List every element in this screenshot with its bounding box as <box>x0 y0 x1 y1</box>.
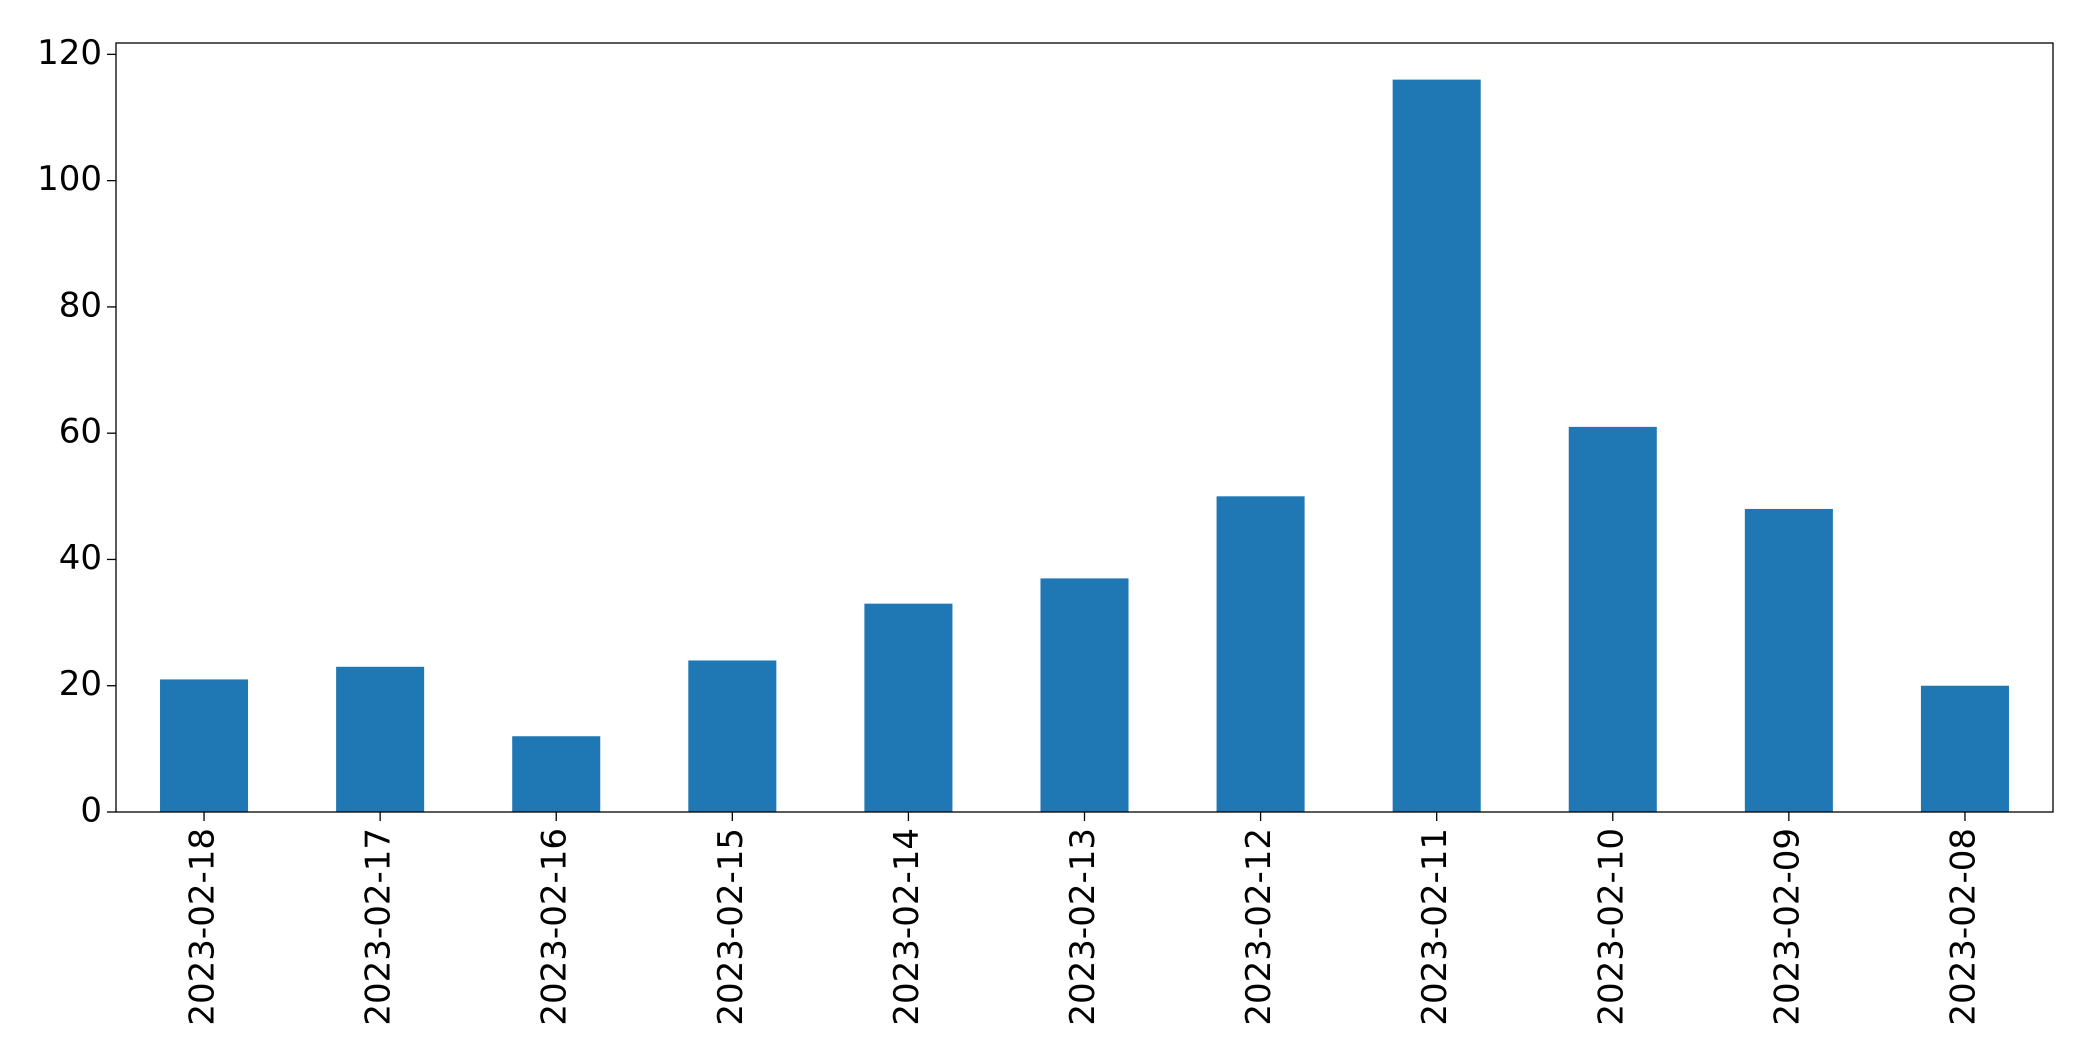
x-tick-label: 2023-02-17 <box>359 828 399 1026</box>
x-tick-label: 2023-02-12 <box>1239 828 1279 1026</box>
plot-frame <box>115 42 2054 813</box>
bar <box>512 736 601 812</box>
x-tick-label: 2023-02-13 <box>1063 828 1103 1026</box>
bar <box>1568 426 1657 812</box>
bar <box>1216 496 1305 812</box>
x-tick-label: 2023-02-11 <box>1415 828 1455 1026</box>
x-tick-label: 2023-02-18 <box>183 828 223 1026</box>
bar <box>1920 685 2009 812</box>
bar <box>1040 578 1129 812</box>
x-tick-label: 2023-02-08 <box>1943 828 1983 1026</box>
x-tick-label: 2023-02-15 <box>711 828 751 1026</box>
y-tick-label: 40 <box>59 538 102 578</box>
bar <box>336 666 425 812</box>
y-tick-label: 80 <box>59 285 102 325</box>
y-tick-label: 120 <box>37 33 102 73</box>
x-tick-label: 2023-02-09 <box>1767 828 1807 1026</box>
bar <box>1392 79 1481 813</box>
bar <box>864 603 953 812</box>
x-tick-label: 2023-02-16 <box>535 828 575 1026</box>
bar <box>1744 508 1833 812</box>
y-tick-label: 0 <box>80 791 102 831</box>
x-tick-label: 2023-02-14 <box>887 828 927 1026</box>
y-tick-label: 100 <box>37 159 102 199</box>
x-tick-label: 2023-02-10 <box>1591 828 1631 1026</box>
y-tick-label: 60 <box>59 412 102 452</box>
y-tick-label: 20 <box>59 664 102 704</box>
bar <box>688 660 777 812</box>
bar <box>160 679 249 812</box>
